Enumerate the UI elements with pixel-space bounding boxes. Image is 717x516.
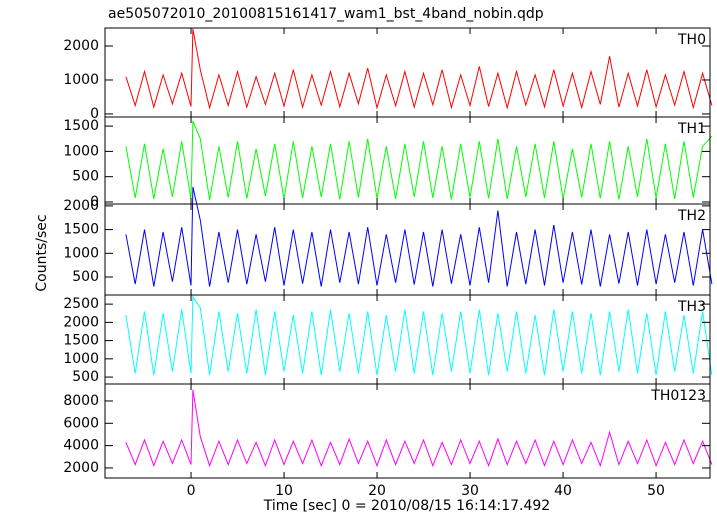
- y-tick-label: 1500: [63, 222, 99, 238]
- y-tick-label: 6000: [63, 415, 99, 431]
- y-tick-label: 2000: [63, 314, 99, 330]
- y-tick-label: 2500: [63, 296, 99, 312]
- y-tick-label: 1000: [63, 351, 99, 367]
- panel-label: TH0123: [650, 388, 706, 404]
- y-tick-label: 8000: [63, 393, 99, 409]
- y-tick-label: 500: [72, 169, 99, 185]
- x-tick-label: 50: [647, 483, 665, 499]
- y-axis-label: Counts/sec: [34, 214, 50, 291]
- x-tick-label: 10: [275, 483, 293, 499]
- x-tick-label: 30: [461, 483, 479, 499]
- light-curve: [125, 120, 713, 201]
- y-tick-label: 1500: [63, 333, 99, 349]
- panel-frame: [104, 27, 711, 118]
- y-tick-label: 4000: [63, 438, 99, 454]
- y-tick-label: 1500: [63, 118, 99, 134]
- panel-label: TH0: [677, 32, 706, 48]
- y-tick-label: 500: [72, 369, 99, 385]
- y-tick-label: 2000: [63, 38, 99, 54]
- y-tick-label: 2000: [63, 198, 99, 214]
- y-tick-label: 1000: [63, 143, 99, 159]
- y-tick-label: 0: [90, 194, 99, 210]
- light-curve: [125, 295, 713, 376]
- panel-frame: [104, 383, 711, 479]
- light-curve: [125, 186, 713, 287]
- chart-title: ae505072010_20100815161417_wam1_bst_4ban…: [108, 6, 544, 22]
- light-curve: [125, 28, 713, 110]
- y-tick-label: 500: [72, 269, 99, 285]
- x-tick-label: 20: [368, 483, 386, 499]
- x-tick-label: 0: [187, 483, 196, 499]
- y-tick-label: 1000: [63, 72, 99, 88]
- panel-label: TH1: [677, 121, 706, 137]
- panel-label: TH2: [677, 208, 706, 224]
- x-axis-label: Time [sec] 0 = 2010/08/15 16:14:17.492: [263, 498, 550, 514]
- y-tick-label: 1000: [63, 245, 99, 261]
- x-tick-label: 40: [554, 483, 572, 499]
- y-tick-label: 0: [90, 106, 99, 122]
- light-curve: [125, 389, 713, 468]
- y-tick-label: 2000: [63, 460, 99, 476]
- panel-label: TH3: [677, 299, 706, 315]
